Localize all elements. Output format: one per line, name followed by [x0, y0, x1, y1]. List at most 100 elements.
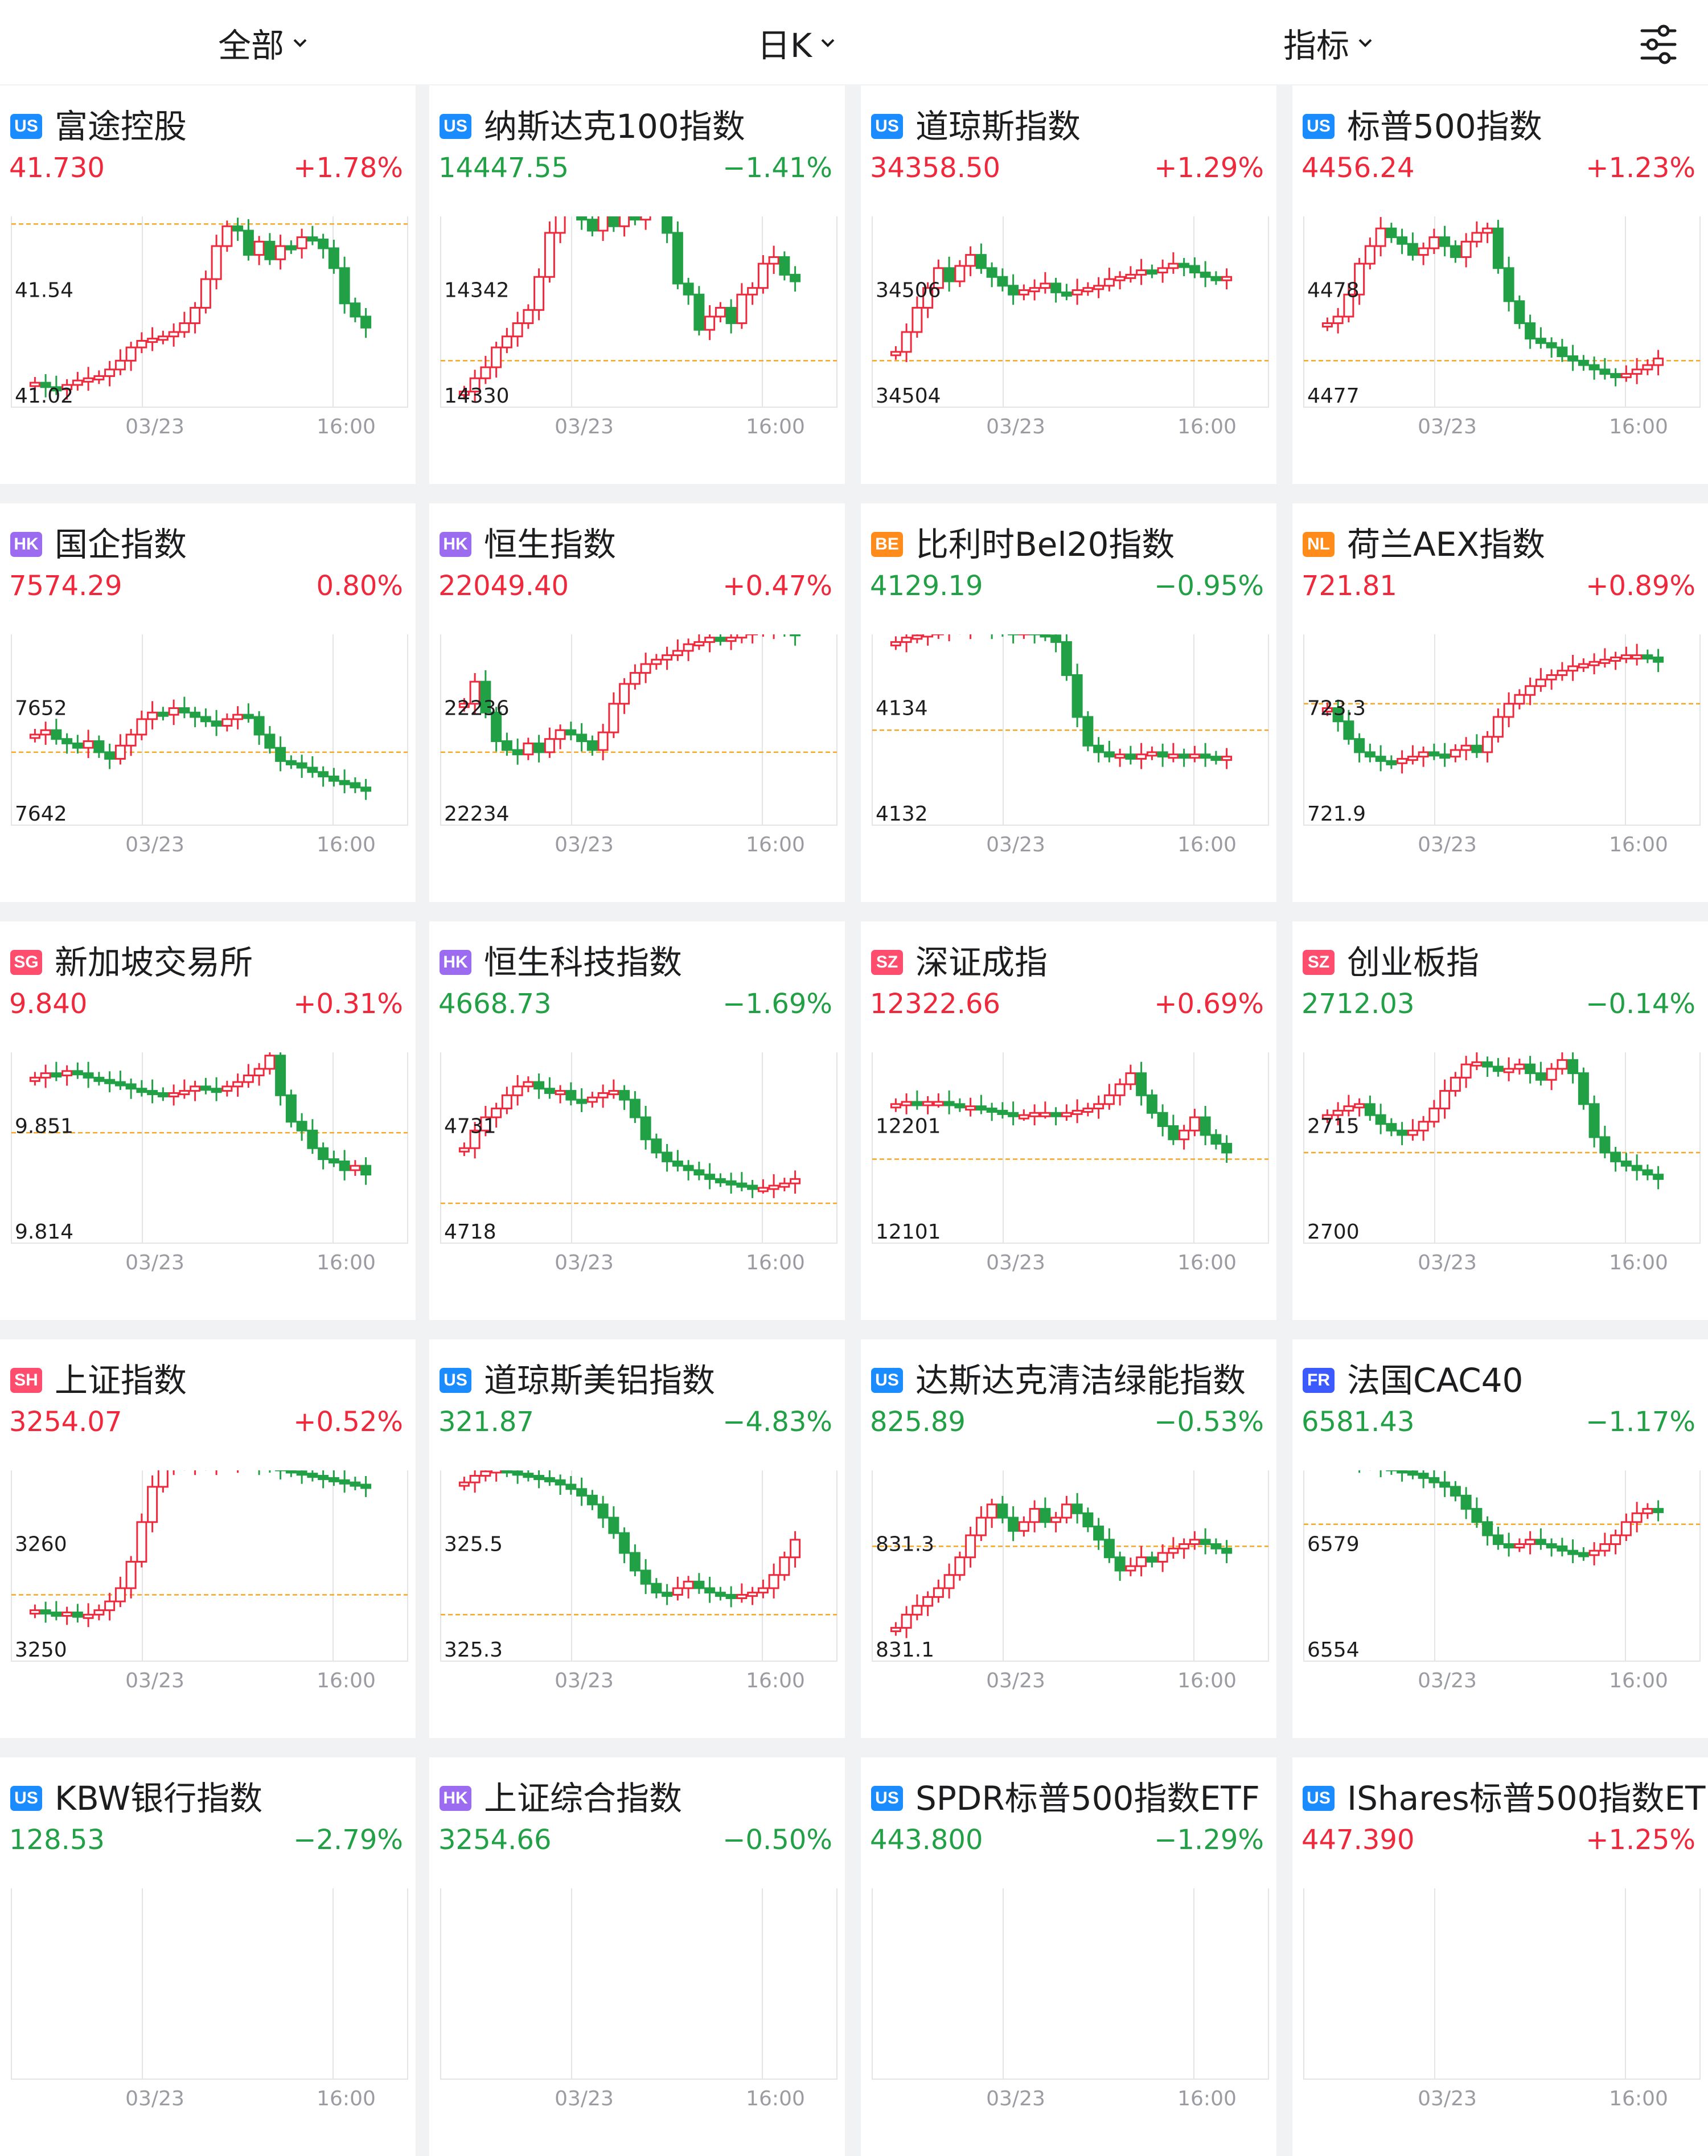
quote-card[interactable]: SZ创业板指2712.03−0.14%27302715270003/2316:0… [1292, 921, 1708, 1320]
candle-body [1654, 1175, 1663, 1179]
candle-body [1472, 1509, 1481, 1522]
quote-name: 标普500指数 [1347, 105, 1542, 148]
quote-card[interactable]: US纳斯达克100指数14447.55−1.41%145421434214330… [429, 85, 845, 484]
candle-body [84, 741, 93, 748]
quote-card[interactable]: SZ深证成指12322.66+0.69%12401122011210103/23… [861, 921, 1276, 1320]
quote-card[interactable]: US道琼斯指数34358.50+1.29%34508345063450403/2… [861, 85, 1276, 484]
quote-card[interactable]: BE比利时Bel20指数4129.19−0.95%41364134413203/… [861, 503, 1276, 902]
candle-body [308, 768, 317, 772]
quote-card[interactable]: USIShares标普500指数ETF447.390+1.25%448.203/… [1292, 1757, 1708, 2156]
candle-body [351, 1482, 360, 1486]
candle-body [695, 1581, 704, 1588]
candle-body [1201, 1540, 1210, 1544]
candle-body [319, 239, 328, 248]
quote-change-percent: +0.69% [1154, 986, 1264, 1022]
candle-body [1654, 657, 1663, 662]
candle-body [105, 370, 114, 376]
candle-body [362, 1166, 371, 1174]
quote-card[interactable]: HK恒生指数22049.40+0.47%22238222362223403/23… [429, 503, 845, 902]
candle-body [748, 1593, 757, 1596]
candle-body [41, 1073, 50, 1078]
candle-body [1387, 761, 1396, 764]
quote-card[interactable]: US标普500指数4456.24+1.23%44794478447703/231… [1292, 85, 1708, 484]
candle-body [716, 638, 725, 641]
quote-card[interactable]: USSPDR标普500指数ETF443.800−1.29%446.303/231… [861, 1757, 1276, 2156]
quote-change-percent: +1.29% [1154, 150, 1264, 186]
candle-body [630, 1100, 639, 1117]
candle-body [652, 1584, 661, 1592]
candle-body [481, 1472, 490, 1476]
quote-price: 14447.55 [438, 150, 569, 186]
candle-body [1579, 1553, 1588, 1556]
quote-card[interactable]: US富途控股41.730+1.78%42.0741.5441.0203/2316… [0, 85, 416, 484]
candle-body [180, 1091, 189, 1095]
candle-body [180, 323, 189, 332]
y-axis-label: 4477 [1307, 384, 1360, 408]
sliders-icon[interactable] [1639, 23, 1678, 66]
quote-name: 恒生科技指数 [484, 941, 682, 984]
candle-body [116, 360, 125, 369]
period-filter-dropdown[interactable]: 日K [757, 17, 838, 68]
candle-body [297, 1122, 306, 1130]
y-axis-label: 7642 [15, 802, 67, 826]
x-axis-label: 16:00 [317, 1669, 376, 1692]
quote-card[interactable]: US道琼斯美铝指数321.87−4.83%325.9325.5325.303/2… [429, 1339, 845, 1738]
candle-body [1019, 1115, 1028, 1118]
candle-body [1419, 752, 1428, 757]
candle-body [1504, 704, 1513, 717]
market-filter-dropdown[interactable]: 全部 [218, 17, 310, 68]
quote-change-percent: +0.52% [293, 1404, 403, 1440]
quote-card[interactable]: HK恒生科技指数4668.73−1.69%47384731471803/2316… [429, 921, 845, 1320]
candle-body [41, 730, 50, 735]
candle-body [169, 1093, 178, 1096]
candle-body [620, 1533, 629, 1553]
candle-body [1030, 288, 1039, 292]
candle-body [695, 1170, 704, 1175]
candle-body [233, 1082, 243, 1087]
quote-card[interactable]: NL荷兰AEX指数721.81+0.89%723.9723.3721.903/2… [1292, 503, 1708, 902]
quote-card[interactable]: SG新加坡交易所9.840+0.31%9.8549.8519.81403/231… [0, 921, 416, 1320]
quote-card[interactable]: SH上证指数3254.07+0.52%32703260325003/2316:0… [0, 1339, 416, 1738]
x-axis-label: 03/23 [1418, 1251, 1477, 1274]
candle-body [1222, 277, 1231, 280]
candle-body [1419, 248, 1428, 255]
candle-body [1600, 1544, 1610, 1551]
candle-body [137, 341, 146, 348]
candle-body [1611, 1153, 1620, 1161]
market-badge: HK [440, 1786, 471, 1811]
indicator-filter-dropdown[interactable]: 指标 [1283, 17, 1376, 68]
candle-body [191, 712, 200, 717]
candle-body [459, 1482, 469, 1486]
candle-body [1461, 241, 1471, 257]
candle-body [1147, 1095, 1156, 1113]
candle-body [923, 1102, 933, 1105]
quote-card[interactable]: FR法国CAC406581.43−1.17%65916579655403/231… [1292, 1339, 1708, 1738]
candle-body [1201, 273, 1210, 277]
candle-body [1569, 1060, 1578, 1073]
market-badge: US [10, 1786, 42, 1811]
quote-card[interactable]: US达斯达克清洁绿能指数825.89−0.53%831.8831.3831.10… [861, 1339, 1276, 1738]
